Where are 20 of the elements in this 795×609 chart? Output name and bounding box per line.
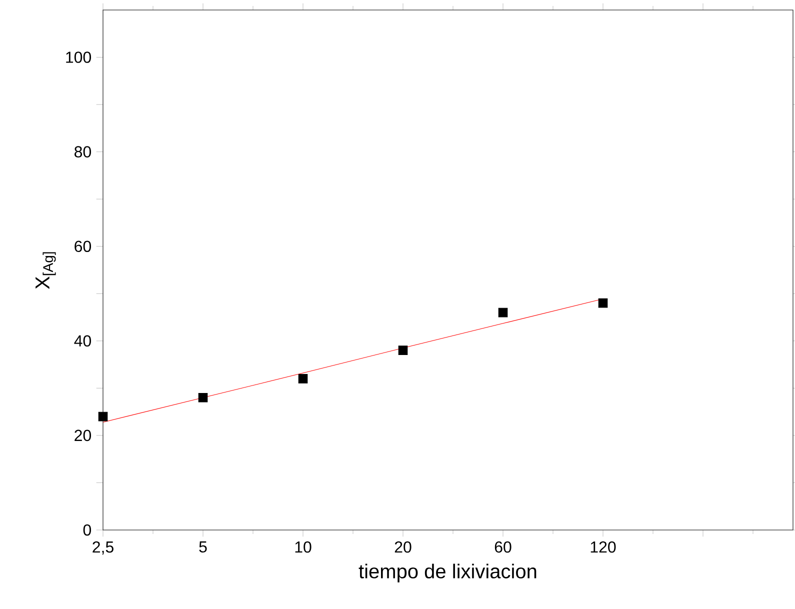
point [398,346,408,356]
y-tick-label: 100 [66,52,92,63]
point [298,374,308,384]
y-tick-label: 60 [74,240,92,252]
point [498,308,508,318]
point [98,412,108,422]
x-tick-label: 5 [199,541,207,553]
x-tick-label: 120 [590,541,616,553]
x-tick-label: 60 [494,541,512,553]
y-tick-label: 40 [74,335,92,347]
point [198,392,208,402]
x-tick-label: 2,5 [92,541,114,555]
y-axis-title: X$_{[Ag]}$ [36,252,56,290]
y-tick-label: 80 [74,146,92,158]
point [598,298,608,308]
x-axis-title: tiempo de lixiviacion [358,564,536,582]
y-tick-label: 20 [74,430,92,442]
x-tick-label: 10 [295,541,312,553]
y-tick-label: 0 [83,524,92,536]
x-tick-label: 20 [394,541,412,553]
